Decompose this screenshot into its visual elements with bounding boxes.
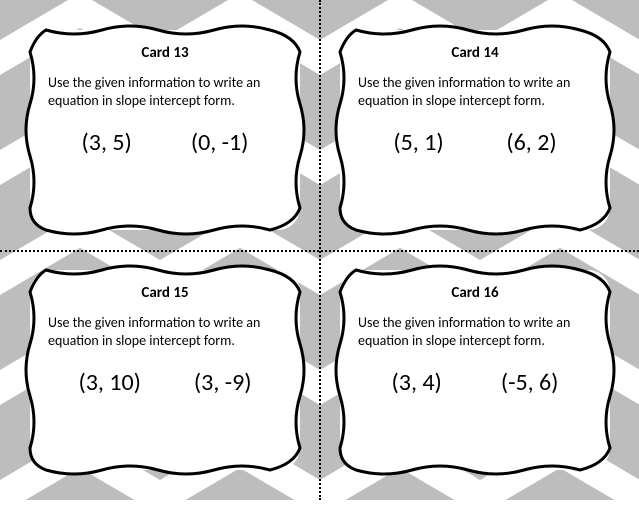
point-1: (5, 1) — [393, 128, 443, 157]
divider-vertical — [319, 0, 321, 500]
point-2: (6, 2) — [506, 128, 556, 157]
card-14: Card 14 Use the given information to wri… — [340, 30, 610, 230]
card-title: Card 15 — [48, 284, 282, 302]
point-2: (-5, 6) — [501, 368, 559, 397]
card-title: Card 13 — [48, 44, 282, 62]
point-1: (3, 10) — [78, 368, 140, 397]
card-16: Card 16 Use the given information to wri… — [340, 270, 610, 470]
card-13: Card 13 Use the given information to wri… — [30, 30, 300, 230]
point-1: (3, 5) — [82, 128, 132, 157]
card-points: (3, 5) (0, -1) — [48, 128, 282, 157]
card-points: (3, 4) (-5, 6) — [358, 368, 592, 397]
card-instruction: Use the given information to write an eq… — [358, 314, 592, 350]
card-points: (5, 1) (6, 2) — [358, 128, 592, 157]
card-title: Card 14 — [358, 44, 592, 62]
point-2: (0, -1) — [191, 128, 249, 157]
point-1: (3, 4) — [392, 368, 442, 397]
card-15: Card 15 Use the given information to wri… — [30, 270, 300, 470]
card-title: Card 16 — [358, 284, 592, 302]
card-instruction: Use the given information to write an eq… — [358, 74, 592, 110]
point-2: (3, -9) — [194, 368, 252, 397]
card-instruction: Use the given information to write an eq… — [48, 74, 282, 110]
card-instruction: Use the given information to write an eq… — [48, 314, 282, 350]
card-points: (3, 10) (3, -9) — [48, 368, 282, 397]
